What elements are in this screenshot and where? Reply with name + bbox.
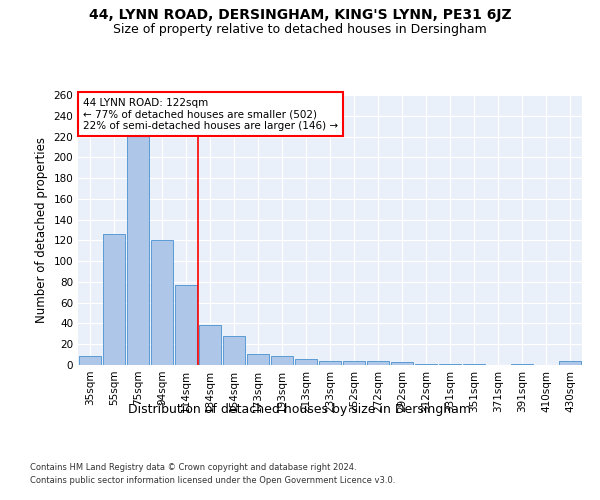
Text: Size of property relative to detached houses in Dersingham: Size of property relative to detached ho… [113, 22, 487, 36]
Text: Contains HM Land Registry data © Crown copyright and database right 2024.: Contains HM Land Registry data © Crown c… [30, 462, 356, 471]
Text: 44 LYNN ROAD: 122sqm
← 77% of detached houses are smaller (502)
22% of semi-deta: 44 LYNN ROAD: 122sqm ← 77% of detached h… [83, 98, 338, 131]
Bar [247, 354, 269, 365]
Bar [415, 364, 437, 365]
Bar [343, 361, 365, 365]
Bar [439, 364, 461, 365]
Bar [151, 240, 173, 365]
Bar [463, 364, 485, 365]
Bar [391, 362, 413, 365]
Bar [319, 361, 341, 365]
Bar [367, 361, 389, 365]
Text: 44, LYNN ROAD, DERSINGHAM, KING'S LYNN, PE31 6JZ: 44, LYNN ROAD, DERSINGHAM, KING'S LYNN, … [89, 8, 511, 22]
Text: Contains public sector information licensed under the Open Government Licence v3: Contains public sector information licen… [30, 476, 395, 485]
Y-axis label: Number of detached properties: Number of detached properties [35, 137, 48, 323]
Bar [295, 359, 317, 365]
Bar [271, 356, 293, 365]
Bar [511, 364, 533, 365]
Bar [127, 130, 149, 365]
Bar [103, 234, 125, 365]
Bar [175, 285, 197, 365]
Bar [199, 324, 221, 365]
Text: Distribution of detached houses by size in Dersingham: Distribution of detached houses by size … [128, 402, 472, 415]
Bar [559, 361, 581, 365]
Bar [223, 336, 245, 365]
Bar [79, 356, 101, 365]
